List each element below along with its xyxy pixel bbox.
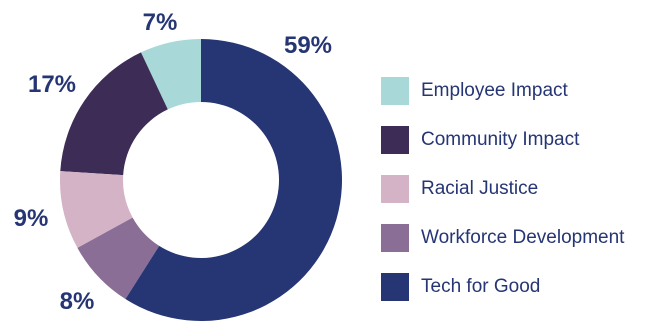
donut-segment-employee-impact [140, 39, 201, 110]
legend-item-workforce-development: Workforce Development [381, 213, 624, 262]
legend-item-racial-justice: Racial Justice [381, 164, 624, 213]
legend-label: Tech for Good [421, 275, 541, 297]
legend-swatch [381, 125, 409, 154]
legend-item-employee-impact: Employee Impact [381, 66, 624, 115]
donut-segment-workforce-development [77, 217, 160, 300]
legend-swatch [381, 272, 409, 301]
legend-label: Workforce Development [421, 226, 625, 248]
donut-segment-community-impact [60, 52, 168, 176]
donut-segment-racial-justice [60, 171, 133, 248]
legend-item-tech-for-good: Tech for Good [381, 262, 624, 311]
donut-segment-tech-for-good [125, 39, 342, 321]
legend-swatch [381, 223, 409, 252]
data-label-employee-impact: 7% [143, 9, 178, 36]
legend-swatch [381, 174, 409, 203]
legend-label: Employee Impact [421, 79, 568, 101]
data-label-racial-justice: 9% [14, 205, 49, 232]
legend-item-community-impact: Community Impact [381, 115, 624, 164]
data-label-community-impact: 17% [28, 71, 76, 98]
legend-label: Racial Justice [421, 177, 539, 199]
legend-swatch [381, 76, 409, 105]
data-label-tech-for-good: 59% [284, 32, 332, 59]
legend: Employee Impact Community Impact Racial Ju… [381, 66, 624, 311]
data-label-workforce-development: 8% [60, 288, 95, 315]
legend-label: Community Impact [421, 128, 580, 150]
